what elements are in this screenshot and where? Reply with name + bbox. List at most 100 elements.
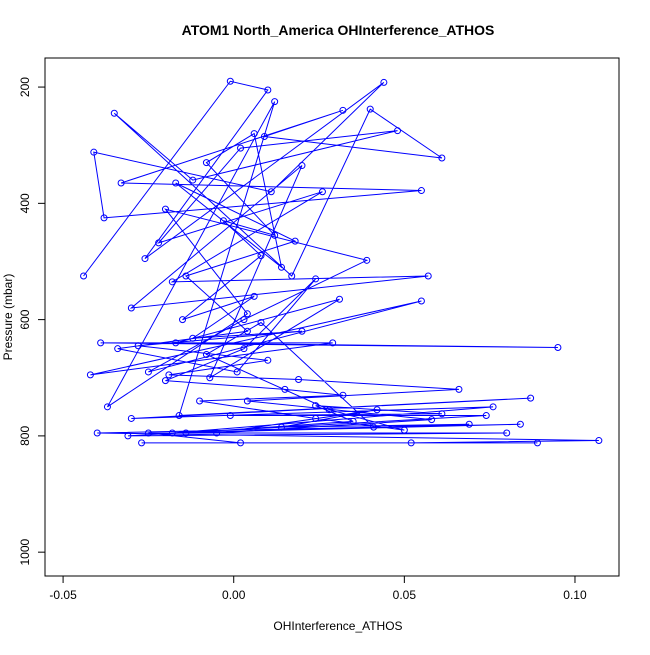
data-point xyxy=(117,179,125,187)
plot-area xyxy=(80,77,603,447)
data-point xyxy=(407,439,415,447)
data-point xyxy=(417,187,425,195)
data-point xyxy=(257,319,265,327)
data-point xyxy=(277,423,285,431)
data-point xyxy=(90,148,98,156)
data-point xyxy=(97,339,105,347)
data-point xyxy=(243,327,251,335)
data-point xyxy=(336,295,344,303)
data-point xyxy=(312,414,320,422)
data-point xyxy=(196,397,204,405)
y-tick-label: 400 xyxy=(18,193,32,213)
data-point xyxy=(172,339,180,347)
data-point xyxy=(237,144,245,152)
data-point xyxy=(312,275,320,283)
data-point xyxy=(165,371,173,379)
x-tick-label: -0.05 xyxy=(49,588,77,602)
data-point xyxy=(363,256,371,264)
data-point xyxy=(267,188,275,196)
data-point xyxy=(295,375,303,383)
data-point xyxy=(277,263,285,271)
data-point xyxy=(161,205,169,213)
data-point xyxy=(516,420,524,428)
y-tick-label: 200 xyxy=(18,77,32,97)
data-point xyxy=(291,237,299,245)
data-point xyxy=(80,272,88,280)
data-point xyxy=(189,334,197,342)
data-point xyxy=(175,412,183,420)
data-point xyxy=(110,109,118,117)
y-tick-label: 1000 xyxy=(18,538,32,565)
y-tick-label: 800 xyxy=(18,426,32,446)
data-point xyxy=(237,439,245,447)
data-point xyxy=(127,304,135,312)
data-point xyxy=(260,132,268,140)
data-point xyxy=(189,176,197,184)
data-point xyxy=(206,374,214,382)
data-point xyxy=(339,106,347,114)
data-point xyxy=(240,316,248,324)
data-point xyxy=(373,406,381,414)
y-tick-label: 600 xyxy=(18,309,32,329)
data-point xyxy=(124,432,132,440)
data-point xyxy=(438,154,446,162)
data-point xyxy=(155,239,163,247)
data-point xyxy=(318,188,326,196)
y-axis-label: Pressure (mbar) xyxy=(1,274,15,361)
data-point xyxy=(438,410,446,418)
data-point xyxy=(271,98,279,106)
data-point xyxy=(86,371,94,379)
data-point xyxy=(202,159,210,167)
data-point xyxy=(103,403,111,411)
data-point xyxy=(243,310,251,318)
data-point xyxy=(264,356,272,364)
data-point xyxy=(182,272,190,280)
data-point xyxy=(370,423,378,431)
data-point xyxy=(257,252,265,260)
data-point xyxy=(271,231,279,239)
data-point xyxy=(219,217,227,225)
data-point xyxy=(482,412,490,420)
chart-title: ATOM1 North_America OHInterference_ATHOS xyxy=(182,22,495,38)
data-point xyxy=(527,394,535,402)
data-point xyxy=(312,402,320,410)
data-point xyxy=(138,439,146,447)
data-point xyxy=(366,105,374,113)
data-point xyxy=(161,377,169,385)
data-point xyxy=(489,403,497,411)
data-point xyxy=(455,385,463,393)
x-tick-label: 0.05 xyxy=(393,588,417,602)
data-point xyxy=(503,429,511,437)
data-point xyxy=(168,278,176,286)
data-point xyxy=(127,414,135,422)
data-point xyxy=(533,439,541,447)
data-point xyxy=(182,429,190,437)
data-point xyxy=(281,385,289,393)
data-point xyxy=(250,130,258,138)
data-point xyxy=(168,429,176,437)
data-point xyxy=(240,345,248,353)
data-point xyxy=(226,412,234,420)
x-tick-label: 0.00 xyxy=(222,588,246,602)
data-point xyxy=(100,214,108,222)
data-point xyxy=(400,426,408,434)
data-point xyxy=(298,162,306,170)
data-point xyxy=(202,350,210,358)
data-point xyxy=(264,86,272,94)
data-point xyxy=(428,416,436,424)
data-point xyxy=(595,437,603,445)
data-point xyxy=(394,127,402,135)
data-point xyxy=(465,420,473,428)
data-point xyxy=(233,368,241,376)
data-point xyxy=(243,397,251,405)
data-point xyxy=(349,417,357,425)
data-point xyxy=(134,342,142,350)
data-point xyxy=(179,316,187,324)
data-point xyxy=(380,78,388,86)
data-point xyxy=(288,272,296,280)
data-point xyxy=(424,272,432,280)
data-point xyxy=(298,327,306,335)
data-point xyxy=(554,344,562,352)
data-point xyxy=(226,77,234,85)
